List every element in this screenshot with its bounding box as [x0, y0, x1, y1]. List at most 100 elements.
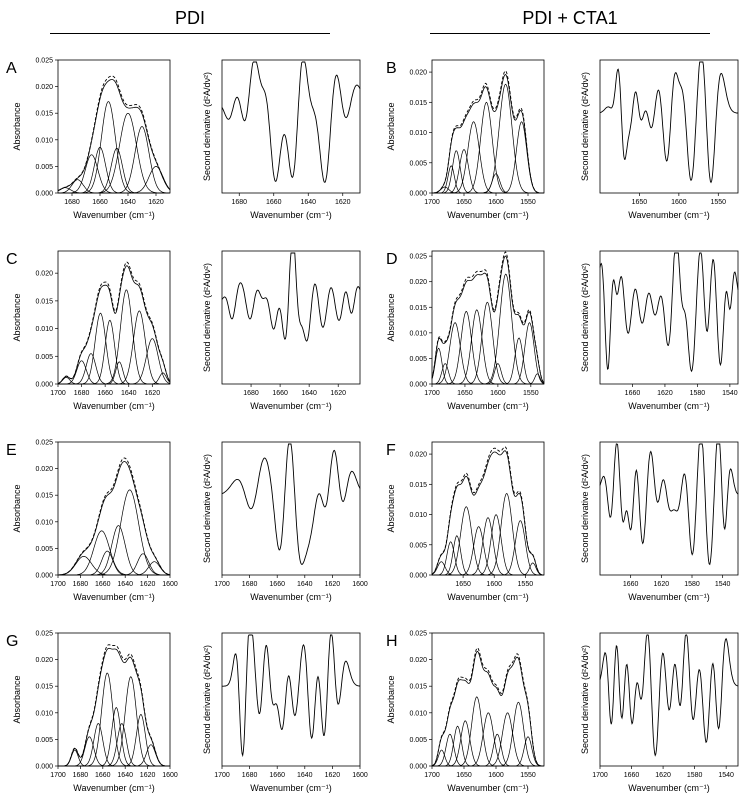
- panel-c-envelope-dashed: [57, 261, 171, 384]
- panel-h-deriv-ylabel: Second derivative (d²A/dν²): [580, 645, 590, 754]
- panel-h-xtick-label: 1700: [424, 772, 440, 779]
- panel-e-ytick-label: 0.000: [35, 573, 53, 580]
- panel-g-xtick-label: 1620: [140, 772, 156, 779]
- panel-h-ylabel: Absorbance: [386, 675, 396, 723]
- panel-f-second-derivative-trace: [599, 443, 739, 566]
- panel-b-xlabel: Wavenumber (cm⁻¹): [447, 210, 528, 220]
- panel-g-xtick-label: 1680: [73, 772, 89, 779]
- panel-c-absorbance-frame: [57, 250, 171, 385]
- panel-d-band-curve: [432, 373, 545, 385]
- panel-e-ytick-label: 0.025: [35, 440, 53, 447]
- panel-a-ytick-label: 0.015: [35, 111, 53, 118]
- panel-a-deriv-xtick-label: 1620: [335, 199, 351, 206]
- panel-g-deriv-xtick-label: 1660: [269, 772, 285, 779]
- panel-h-derivative-frame: [599, 632, 739, 767]
- panel-f-deriv-xtick-label: 1660: [623, 581, 639, 588]
- panel-g-xtick-label: 1600: [162, 772, 178, 779]
- panel-h-band-curve: [432, 696, 544, 767]
- panel-d-ytick-label: 0.000: [409, 382, 427, 389]
- panel-h-xlabel: Wavenumber (cm⁻¹): [447, 783, 528, 793]
- panel-e-second-derivative-trace: [221, 443, 361, 565]
- panel-h-ytick-label: 0.020: [409, 657, 427, 664]
- panel-e-ylabel: Absorbance: [12, 484, 22, 532]
- header-pdi-cta1: PDI + CTA1: [522, 8, 618, 28]
- panel-d-xtick-label: 1550: [523, 390, 539, 397]
- panel-h-band-curve: [432, 712, 544, 767]
- panel-g-xlabel: Wavenumber (cm⁻¹): [73, 783, 154, 793]
- panel-g-xtick-label: 1640: [117, 772, 133, 779]
- panel-d-xlabel: Wavenumber (cm⁻¹): [447, 401, 528, 411]
- panel-d-absorbance-frame: [431, 250, 545, 385]
- panel-e-xtick-label: 1660: [95, 581, 111, 588]
- panel-b-deriv-xtick-label: 1600: [671, 199, 687, 206]
- panel-c-deriv-xtick-label: 1620: [330, 390, 346, 397]
- panel-h-second-derivative-trace: [599, 634, 739, 757]
- panel-h-band-curve: [432, 736, 544, 767]
- panel-a-letter: A: [6, 60, 17, 77]
- panel-c-deriv-xtick-label: 1660: [272, 390, 288, 397]
- panel-f-ylabel: Absorbance: [386, 484, 396, 532]
- panel-f-ytick-label: 0.010: [409, 512, 427, 519]
- panel-e-letter: E: [6, 442, 17, 459]
- panel-d-deriv-xtick-label: 1620: [657, 390, 673, 397]
- panel-c-xtick-label: 1660: [97, 390, 113, 397]
- panel-c-band-curve: [58, 372, 171, 385]
- panel-g-band-curve: [58, 736, 170, 767]
- panel-c-xtick-label: 1620: [145, 390, 161, 397]
- panel-e-xtick-label: 1700: [50, 581, 66, 588]
- panel-b-xtick-label: 1650: [456, 199, 472, 206]
- panel-c-deriv-ylabel: Second derivative (d²A/dν²): [202, 263, 212, 372]
- panel-d-ytick-label: 0.015: [409, 305, 427, 312]
- panel-f-ytick-label: 0.000: [409, 573, 427, 580]
- panel-g-deriv-xtick-label: 1640: [297, 772, 313, 779]
- panel-b-xtick-label: 1600: [488, 199, 504, 206]
- panel-g-derivative-frame: [221, 632, 361, 767]
- panel-h-xtick-label: 1550: [520, 772, 536, 779]
- panel-e-ytick-label: 0.005: [35, 546, 53, 553]
- panel-d-ytick-label: 0.010: [409, 330, 427, 337]
- panel-c-derivative-frame: [221, 250, 361, 385]
- panel-f-xtick-label: 1650: [455, 581, 471, 588]
- panel-f-xtick-label: 1600: [486, 581, 502, 588]
- panel-g-letter: G: [6, 633, 18, 650]
- panel-c-xtick-label: 1680: [74, 390, 90, 397]
- panel-f-deriv-xtick-label: 1540: [715, 581, 731, 588]
- panel-e-xtick-label: 1620: [140, 581, 156, 588]
- panel-f-derivative-frame: [599, 441, 739, 576]
- panel-b-band-curve: [432, 121, 544, 194]
- panel-b-deriv-ylabel: Second derivative (d²A/dν²): [580, 72, 590, 181]
- panel-d-band-curve: [432, 363, 544, 385]
- panel-f-ytick-label: 0.005: [409, 542, 427, 549]
- header-pdi: PDI: [174, 8, 205, 28]
- panel-d-ytick-label: 0.005: [409, 356, 427, 363]
- panel-a-xtick-label: 1680: [64, 199, 80, 206]
- panel-a-xtick-label: 1640: [120, 199, 136, 206]
- panel-g-deriv-xtick-label: 1600: [352, 772, 368, 779]
- panel-e-deriv-xtick-label: 1660: [269, 581, 285, 588]
- panel-e-derivative-frame: [221, 441, 361, 576]
- panel-a-envelope-fit: [57, 79, 171, 192]
- panel-b-letter: B: [386, 60, 397, 77]
- panel-c-xlabel: Wavenumber (cm⁻¹): [73, 401, 154, 411]
- panel-c-deriv-xlabel: Wavenumber (cm⁻¹): [250, 401, 331, 411]
- panel-g-deriv-xtick-label: 1680: [242, 772, 258, 779]
- panel-c-xtick-label: 1700: [50, 390, 66, 397]
- panel-a-deriv-ylabel: Second derivative (d²A/dν²): [202, 72, 212, 181]
- panel-e-absorbance-frame: [57, 441, 171, 576]
- panel-a-derivative-frame: [221, 59, 361, 194]
- panel-f-xtick-label: 1550: [518, 581, 534, 588]
- panel-g-deriv-xtick-label: 1620: [325, 772, 341, 779]
- panel-b-ytick-label: 0.000: [409, 191, 427, 198]
- panel-b-ytick-label: 0.015: [409, 100, 427, 107]
- panel-b-xtick-label: 1550: [520, 199, 536, 206]
- panel-c-xtick-label: 1640: [121, 390, 137, 397]
- panel-d-second-derivative-trace: [599, 252, 739, 373]
- panel-g-envelope-fit: [58, 647, 170, 767]
- panel-d-deriv-xtick-label: 1540: [722, 390, 738, 397]
- panel-h-deriv-xtick-label: 1700: [592, 772, 608, 779]
- panel-e-xtick-label: 1600: [162, 581, 178, 588]
- panel-h-xtick-label: 1600: [488, 772, 504, 779]
- panel-d-ylabel: Absorbance: [386, 293, 396, 341]
- panel-d-ytick-label: 0.020: [409, 279, 427, 286]
- panel-b-ytick-label: 0.010: [409, 130, 427, 137]
